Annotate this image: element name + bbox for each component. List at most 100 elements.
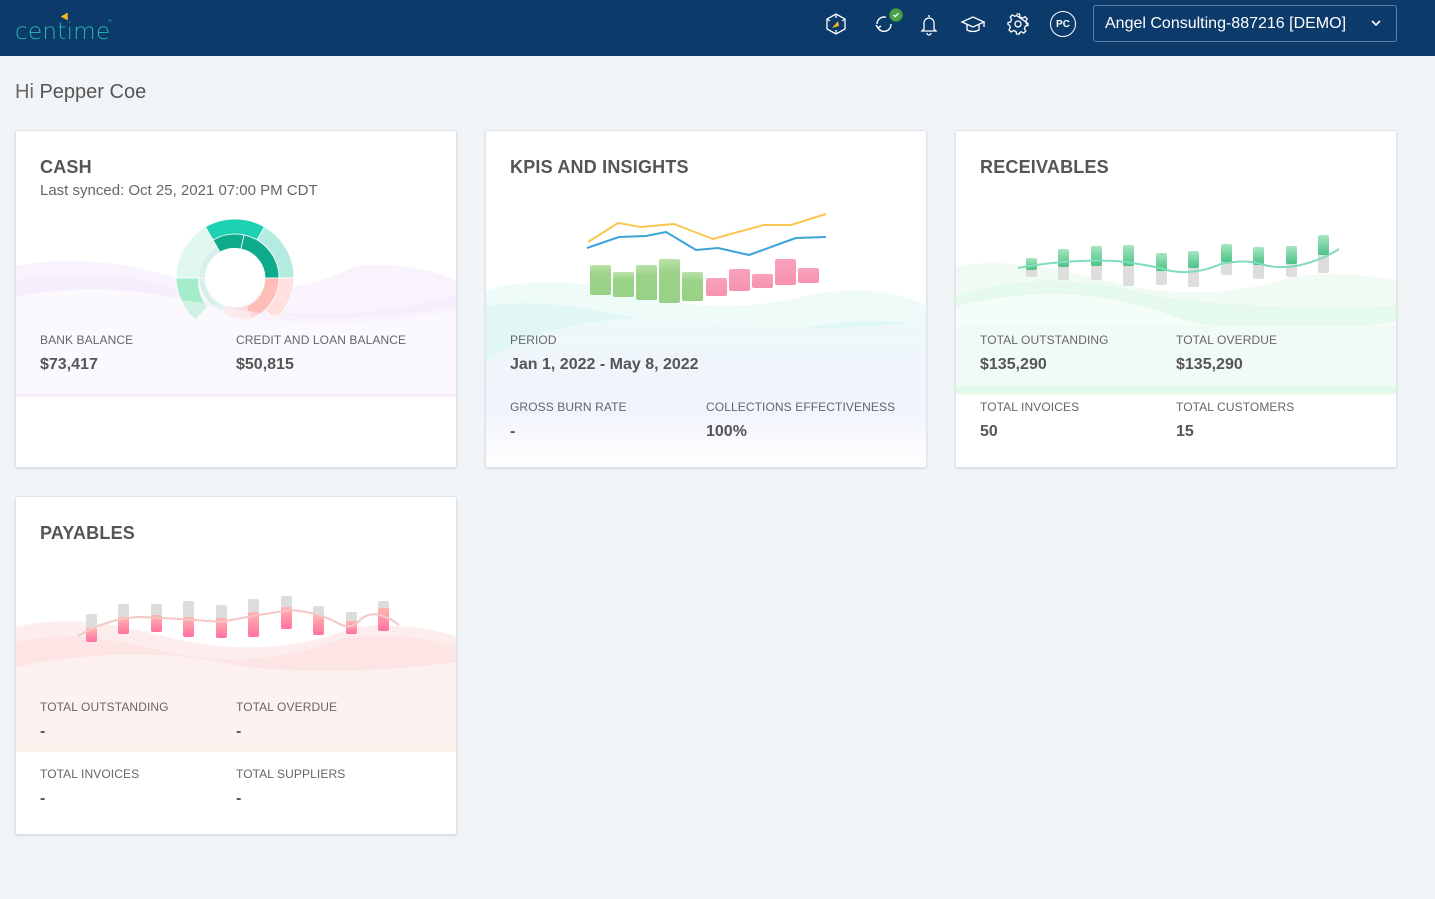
payable-bar	[183, 617, 194, 637]
receivable-bar	[1221, 244, 1232, 262]
brand-name: centime	[15, 19, 111, 45]
collections-effectiveness-metric: COLLECTIONS EFFECTIVENESS 100%	[706, 400, 895, 441]
metric-value: -	[236, 723, 242, 740]
metric-label: COLLECTIONS EFFECTIVENESS	[706, 400, 896, 414]
receivable-bar	[1156, 253, 1167, 271]
payable-bar	[86, 628, 97, 642]
card-title: RECEIVABLES	[980, 157, 1109, 177]
payable-bar	[281, 607, 292, 629]
cash-illustration	[16, 218, 456, 397]
receivable-bar	[1188, 251, 1199, 268]
metric-value: Jan 1, 2022 - May 8, 2022	[510, 356, 699, 373]
total-overdue-metric: TOTAL OVERDUE $135,290	[1176, 333, 1277, 374]
total-overdue-metric: TOTAL OVERDUE -	[236, 700, 337, 741]
bank-balance-metric: BANK BALANCE $73,417	[40, 333, 133, 374]
sync-icon[interactable]	[871, 8, 903, 37]
check-icon	[893, 12, 899, 18]
payable-bar	[216, 618, 227, 638]
receivable-bar	[1318, 235, 1329, 255]
last-synced-text: Last synced: Oct 25, 2021 07:00 PM CDT	[40, 182, 318, 199]
metric-value: $135,290	[1176, 356, 1243, 373]
greeting-hi: Hi	[15, 81, 34, 103]
metric-value: $135,290	[980, 356, 1047, 373]
kpis-insights-card[interactable]: KPIS AND INSIGHTS PERIOD Jan 1, 2022 - M…	[485, 130, 927, 468]
receivables-illustration	[956, 235, 1396, 396]
bar-positive	[682, 272, 703, 301]
metric-value: 100%	[706, 423, 747, 440]
metric-value: 15	[1176, 423, 1194, 440]
metric-label: PERIOD	[510, 333, 557, 347]
learning-icon[interactable]	[960, 11, 986, 37]
donut-segment	[199, 247, 220, 278]
receivable-bar	[1091, 246, 1102, 266]
metric-label: GROSS BURN RATE	[510, 400, 627, 414]
credit-loan-balance-metric: CREDIT AND LOAN BALANCE $50,815	[236, 333, 406, 374]
payables-bars	[86, 596, 389, 642]
bar-negative	[775, 259, 796, 285]
metric-label: TOTAL OVERDUE	[236, 700, 338, 714]
total-invoices-metric: TOTAL INVOICES -	[40, 767, 139, 808]
payable-bar	[346, 621, 357, 634]
receivable-bar	[1026, 258, 1037, 270]
receivables-trend-line	[1017, 248, 1340, 274]
payable-bar	[248, 612, 259, 637]
bar-negative	[798, 268, 819, 283]
payables-trend-line	[77, 608, 400, 637]
card-title: KPIS AND INSIGHTS	[510, 157, 689, 177]
greeting: Hi Pepper Coe	[15, 81, 146, 104]
total-invoices-metric: TOTAL INVOICES 50	[980, 400, 1079, 441]
donut-hole	[206, 249, 264, 307]
payable-bar	[118, 617, 129, 634]
bar-positive	[590, 265, 611, 295]
bar-negative	[706, 278, 727, 296]
metric-label: TOTAL OUTSTANDING	[980, 333, 1109, 347]
metric-value: -	[40, 790, 46, 807]
kpi-bars	[590, 259, 819, 303]
payable-bar	[313, 615, 324, 635]
metric-label: TOTAL SUPPLIERS	[236, 767, 346, 781]
user-avatar[interactable]: PC	[1050, 11, 1076, 37]
top-navigation-bar: centime ™	[0, 0, 1435, 56]
chevron-down-icon	[1371, 20, 1381, 27]
company-selector-dropdown[interactable]: Angel Consulting-887216 [DEMO]	[1093, 5, 1397, 42]
onboarding-icon[interactable]	[823, 11, 849, 37]
trademark: ™	[107, 19, 112, 25]
bar-positive	[659, 259, 680, 303]
metric-value: 50	[980, 423, 998, 440]
total-outstanding-metric: TOTAL OUTSTANDING $135,290	[980, 333, 1109, 374]
kpi-line-blue	[586, 231, 827, 256]
payables-illustration	[16, 596, 456, 752]
user-name: Pepper Coe	[39, 81, 147, 103]
notifications-icon[interactable]	[916, 11, 942, 37]
total-suppliers-metric: TOTAL SUPPLIERS -	[236, 767, 345, 808]
metric-value: $50,815	[236, 356, 294, 373]
metric-label: TOTAL INVOICES	[980, 400, 1080, 414]
total-customers-metric: TOTAL CUSTOMERS 15	[1176, 400, 1294, 441]
metric-label: CREDIT AND LOAN BALANCE	[236, 333, 407, 347]
card-title: PAYABLES	[40, 523, 135, 543]
cash-card[interactable]: CASH Last synced: Oct 25, 2021 07:00 PM …	[15, 130, 457, 468]
payables-card[interactable]: PAYABLES TOTAL OUTSTANDING - TOTAL OVERD…	[15, 496, 457, 835]
receivable-bar	[1253, 247, 1264, 265]
metric-label: TOTAL INVOICES	[40, 767, 140, 781]
receivable-bar	[1058, 249, 1069, 267]
kpi-line-yellow	[587, 213, 827, 243]
receivable-bar	[1286, 246, 1297, 264]
payable-bar	[378, 608, 389, 631]
metric-label: TOTAL OVERDUE	[1176, 333, 1278, 347]
sync-status-badge	[889, 8, 903, 22]
bar-positive	[636, 265, 657, 300]
receivables-card[interactable]: RECEIVABLES TOTAL OUTSTANDING $135,290 T…	[955, 130, 1397, 468]
card-title: CASH	[40, 157, 92, 177]
bar-positive	[613, 272, 634, 297]
period-metric: PERIOD Jan 1, 2022 - May 8, 2022	[510, 333, 699, 374]
gross-burn-rate-metric: GROSS BURN RATE -	[510, 400, 627, 441]
metric-value: -	[40, 723, 46, 740]
metric-label: TOTAL OUTSTANDING	[40, 700, 169, 714]
metric-value: $73,417	[40, 356, 98, 373]
bar-negative	[729, 269, 750, 291]
centime-logo[interactable]: centime ™	[15, 10, 115, 45]
settings-icon[interactable]	[1005, 11, 1031, 37]
payable-bar	[151, 615, 162, 632]
metric-value: -	[510, 423, 516, 440]
